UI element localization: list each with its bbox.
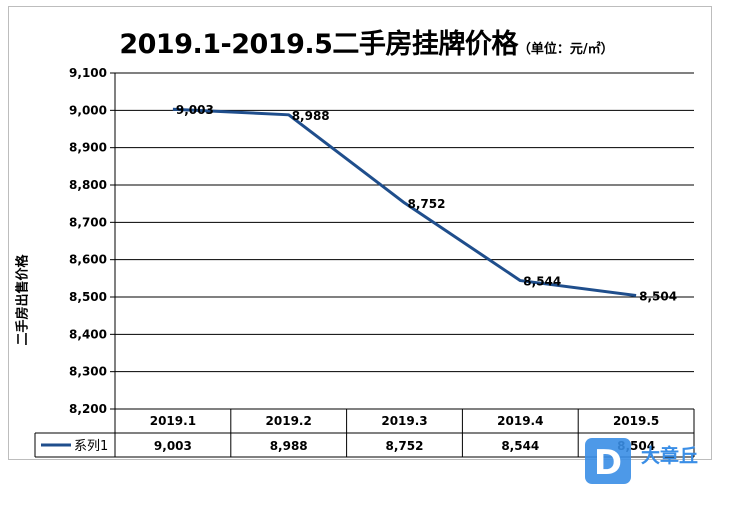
- table-value-cell: 8,752: [386, 439, 424, 453]
- x-category-label: 2019.3: [381, 414, 427, 428]
- watermark-glyph: D: [594, 443, 622, 483]
- watermark-logo: D 大章丘: [585, 438, 698, 484]
- data-label: 9,003: [176, 103, 214, 117]
- y-tick-label: 8,800: [69, 178, 107, 192]
- y-tick-label: 8,400: [69, 327, 107, 341]
- data-label: 8,544: [523, 275, 561, 289]
- x-category-label: 2019.1: [150, 414, 196, 428]
- x-category-label: 2019.4: [497, 414, 543, 428]
- y-tick-label: 8,600: [69, 253, 107, 267]
- y-tick-label: 9,000: [69, 103, 107, 117]
- table-value-cell: 8,988: [270, 439, 308, 453]
- data-label: 8,752: [408, 197, 446, 211]
- y-tick-label: 8,700: [69, 215, 107, 229]
- series-line: [172, 107, 637, 297]
- table-value-cell: 9,003: [154, 439, 192, 453]
- x-category-label: 2019.5: [613, 414, 659, 428]
- data-table: 2019.1 2019.2 2019.3 2019.4 2019.5 系列1 9,003 8,…: [34, 408, 695, 458]
- y-tick-label: 8,500: [69, 290, 107, 304]
- chart-unit: （单位：元/㎡）: [517, 42, 614, 57]
- y-tick-label: 8,300: [69, 365, 107, 379]
- table-value-cell: 8,544: [501, 439, 539, 453]
- data-labels: 9,003 8,988 8,752 8,544 8,504: [176, 103, 677, 303]
- y-tick-label: 9,100: [69, 66, 107, 80]
- chart-title-block: 2019.1-2019.5二手房挂牌价格（单位：元/㎡）: [0, 22, 733, 61]
- legend-series-name: 系列1: [74, 439, 108, 454]
- x-category-label: 2019.2: [266, 414, 312, 428]
- data-label: 8,988: [292, 109, 330, 123]
- y-tick-label: 8,200: [69, 402, 107, 416]
- watermark-badge: [585, 438, 631, 484]
- chart-frame: [8, 6, 712, 460]
- chart-title: 2019.1-2019.5二手房挂牌价格: [119, 29, 518, 60]
- watermark-text: 大章丘: [641, 444, 698, 467]
- gridlines: [110, 72, 694, 410]
- y-tick-labels: 9,100 9,000 8,900 8,800 8,700 8,600 8,500 8,400…: [69, 66, 107, 416]
- data-label: 8,504: [639, 290, 677, 304]
- series-lines: [172, 107, 637, 297]
- y-tick-label: 8,900: [69, 141, 107, 155]
